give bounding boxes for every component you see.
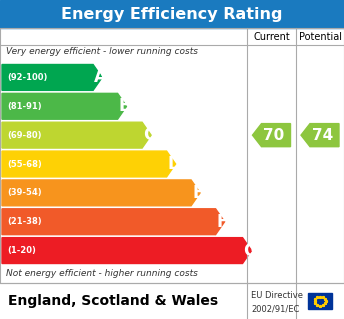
Text: B: B xyxy=(119,97,131,115)
Text: EU Directive: EU Directive xyxy=(251,291,303,300)
Bar xyxy=(0,0,344,28)
Text: (55-68): (55-68) xyxy=(7,160,42,168)
Text: A: A xyxy=(94,69,107,86)
Polygon shape xyxy=(2,180,200,206)
Text: F: F xyxy=(217,213,228,231)
Text: Potential: Potential xyxy=(299,32,342,41)
Text: (21-38): (21-38) xyxy=(7,217,42,226)
Bar xyxy=(308,293,332,309)
Text: E: E xyxy=(192,184,203,202)
Text: (69-80): (69-80) xyxy=(7,131,42,140)
Text: C: C xyxy=(143,126,155,144)
Text: (81-91): (81-91) xyxy=(7,102,42,111)
Text: Energy Efficiency Rating: Energy Efficiency Rating xyxy=(61,6,283,21)
Bar xyxy=(0,283,344,319)
Text: (39-54): (39-54) xyxy=(7,188,42,197)
Text: G: G xyxy=(244,241,257,260)
Text: D: D xyxy=(168,155,181,173)
Polygon shape xyxy=(2,151,175,177)
Polygon shape xyxy=(2,93,127,119)
Polygon shape xyxy=(252,123,290,147)
Bar xyxy=(0,28,344,283)
Polygon shape xyxy=(2,122,151,148)
Text: England, Scotland & Wales: England, Scotland & Wales xyxy=(8,294,218,308)
Text: (1-20): (1-20) xyxy=(7,246,36,255)
Text: (92-100): (92-100) xyxy=(7,73,47,82)
Text: Current: Current xyxy=(253,32,290,41)
Polygon shape xyxy=(301,123,339,147)
Text: Not energy efficient - higher running costs: Not energy efficient - higher running co… xyxy=(6,269,198,278)
Text: 74: 74 xyxy=(312,128,333,143)
Polygon shape xyxy=(2,64,102,90)
Polygon shape xyxy=(2,238,251,263)
Text: 2002/91/EC: 2002/91/EC xyxy=(251,304,299,314)
Text: Very energy efficient - lower running costs: Very energy efficient - lower running co… xyxy=(6,47,198,56)
Text: 70: 70 xyxy=(263,128,284,143)
Polygon shape xyxy=(2,209,225,235)
